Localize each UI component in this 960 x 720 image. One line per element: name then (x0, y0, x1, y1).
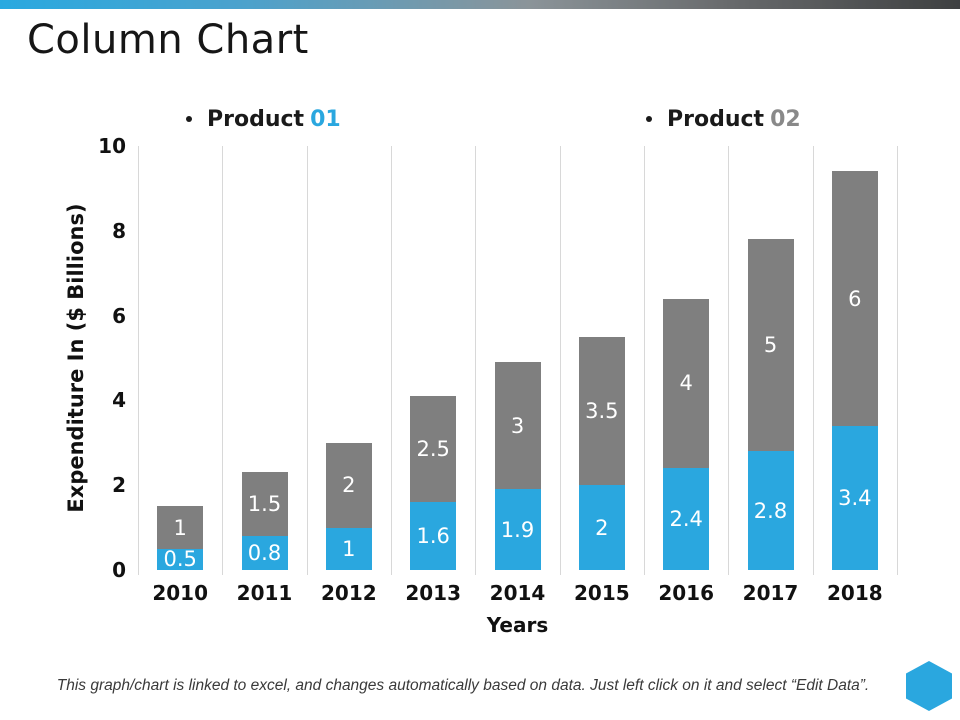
x-tick-label: 2013 (405, 581, 461, 605)
y-tick-label: 10 (98, 134, 126, 158)
x-tick-label: 2010 (152, 581, 208, 605)
bar-value-label: 2 (342, 473, 356, 498)
top-accent-bar (0, 0, 960, 9)
y-tick-label: 2 (112, 473, 126, 498)
bar-value-label: 2.4 (669, 507, 703, 532)
gridline-vertical (812, 146, 814, 575)
bar-value-label: 3.4 (838, 485, 872, 510)
x-tick-label: 2016 (658, 581, 714, 605)
bar-value-label: 3.5 (585, 398, 619, 423)
bar-segment-product-02-2012[interactable]: 2 (325, 442, 372, 528)
bar-segment-product-01-2012[interactable]: 1 (325, 527, 372, 570)
gridline-vertical (306, 146, 308, 575)
bar-value-label: 0.5 (163, 547, 197, 572)
x-tick-label: 2015 (573, 581, 630, 605)
y-tick-label: 6 (112, 303, 126, 328)
bar-value-label: 0.8 (247, 541, 282, 566)
bar-value-label: 1 (173, 515, 187, 540)
y-tick-label: 0 (112, 558, 126, 582)
footer-note: This graph/chart is linked to excel, and… (56, 677, 870, 694)
bar-segment-product-01-2017[interactable]: 2.8 (747, 451, 794, 570)
bar-value-label: 1.9 (500, 517, 535, 542)
legend-number-2: 02 (770, 106, 801, 132)
bar-segment-product-02-2016[interactable]: 4 (663, 298, 710, 469)
legend-item-product-01[interactable]: Product 01 (186, 104, 341, 134)
bullet-icon (186, 116, 192, 122)
y-tick-label: 8 (112, 218, 126, 243)
hexagon-logo-icon (906, 661, 952, 711)
bar-segment-product-02-2017[interactable]: 5 (747, 239, 794, 452)
bar-segment-product-01-2015[interactable]: 2 (578, 485, 625, 570)
legend-prefix-2: Product (667, 106, 765, 132)
bar-segment-product-01-2018[interactable]: 3.4 (831, 425, 878, 570)
y-axis-line (138, 146, 139, 575)
page-title: Column Chart (27, 17, 309, 63)
bullet-icon (646, 116, 652, 122)
bar-value-label: 1.6 (416, 524, 450, 549)
gridline-vertical (897, 146, 898, 575)
bar-value-label: 1 (342, 536, 356, 561)
legend-number-1: 01 (310, 106, 341, 132)
gridline-vertical (222, 146, 224, 575)
bar-segment-product-01-2016[interactable]: 2.4 (663, 468, 710, 570)
x-axis-title: Years (486, 613, 549, 637)
bar-segment-product-02-2010[interactable]: 1 (157, 506, 204, 549)
bar-value-label: 2 (595, 515, 609, 540)
bar-segment-product-01-2010[interactable]: 0.5 (157, 547, 204, 572)
bar-segment-product-02-2018[interactable]: 6 (831, 171, 878, 426)
bar-value-label: 2.5 (416, 437, 450, 462)
bar-value-label: 1.5 (247, 492, 282, 517)
gridline-vertical (644, 146, 645, 575)
x-tick-label: 2012 (320, 581, 377, 605)
x-tick-label: 2011 (236, 581, 293, 605)
bar-segment-product-01-2011[interactable]: 0.8 (241, 536, 288, 570)
x-tick-label: 2017 (742, 581, 799, 605)
bar-value-label: 2.8 (753, 498, 788, 523)
bar-value-label: 3 (510, 413, 525, 438)
legend-label: Product 01 (207, 107, 341, 132)
legend-item-product-02[interactable]: Product 02 (646, 104, 801, 134)
bar-segment-product-02-2011[interactable]: 1.5 (241, 472, 288, 537)
bar-value-label: 6 (848, 286, 862, 311)
legend-label: Product 02 (667, 107, 801, 132)
gridline-vertical (475, 146, 477, 575)
bar-segment-product-02-2013[interactable]: 2.5 (410, 396, 457, 503)
bar-value-label: 4 (679, 371, 693, 396)
x-tick-label: 2018 (826, 581, 883, 605)
x-tick-label: 2014 (489, 581, 546, 605)
gridline-vertical (559, 146, 561, 575)
bar-segment-product-01-2013[interactable]: 1.6 (410, 502, 457, 570)
gridline-vertical (391, 146, 392, 575)
bar-segment-product-02-2014[interactable]: 3 (494, 362, 541, 490)
gridline-vertical (728, 146, 730, 575)
bar-segment-product-02-2015[interactable]: 3.5 (578, 336, 625, 486)
bar-value-label: 5 (763, 333, 778, 358)
bar-segment-product-01-2014[interactable]: 1.9 (494, 489, 541, 570)
legend-prefix-1: Product (207, 106, 305, 132)
y-tick-label: 4 (112, 388, 126, 413)
